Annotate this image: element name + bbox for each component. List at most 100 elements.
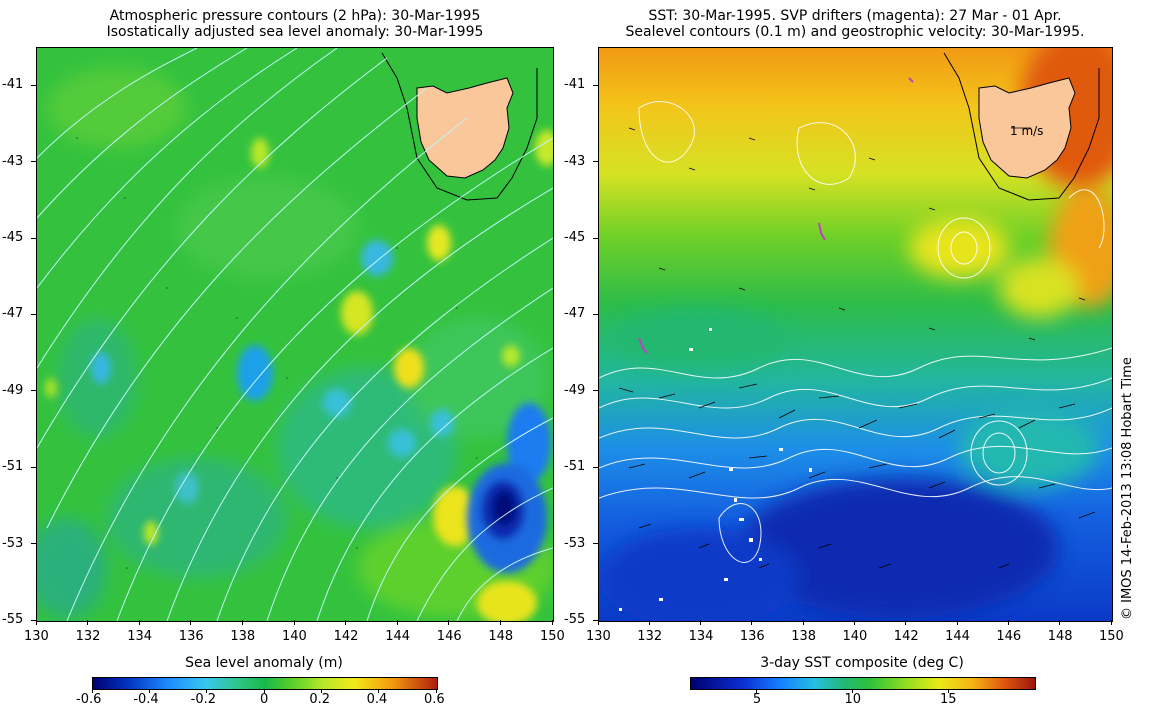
left_panel-colorbar-tick-label: -0.2	[190, 692, 217, 707]
left-lat-tick-mark	[31, 161, 36, 163]
right-lon-tick-mark	[854, 620, 855, 625]
sst-field	[599, 48, 1112, 621]
left-lon-tick-mark	[396, 620, 398, 625]
left-lon-tick-label: 130	[24, 629, 49, 644]
right-lat-tick-mark	[593, 466, 598, 468]
right-lon-tick-mark	[751, 620, 753, 625]
left-colorbar-title: Sea level anomaly (m)	[185, 655, 343, 671]
left-lon-tick-mark	[448, 620, 450, 625]
left_panel-colorbar-tick-mark	[263, 689, 265, 693]
right-title-line2: Sealevel contours (0.1 m) and geostrophi…	[625, 24, 1085, 40]
left-lon-tick-label: 144	[385, 629, 411, 644]
left-lat-tick-label: -41	[2, 77, 24, 93]
left-lat-tick-mark	[31, 466, 36, 468]
right-lat-tick-label: -47	[564, 306, 586, 322]
left_panel-colorbar-tick-label: 0.4	[366, 692, 388, 707]
right-lon-tick-mark	[905, 620, 907, 625]
left-title-line2: Isostatically adjusted sea level anomaly…	[106, 24, 484, 40]
left-lon-tick-label: 148	[488, 629, 514, 644]
left-lon-tick-mark	[345, 620, 347, 625]
left_panel-colorbar-tick-mark	[435, 689, 437, 693]
left-lat-tick-mark	[31, 237, 36, 239]
right-lon-tick-mark	[1110, 620, 1112, 625]
right_panel-colorbar-tick-label: 15	[940, 692, 957, 707]
right-lon-tick-label: 150	[1099, 629, 1124, 644]
right-lon-tick-label: 132	[637, 629, 663, 644]
left-title-line1: Atmospheric pressure contours (2 hPa): 3…	[109, 8, 481, 24]
right-lat-tick-mark	[593, 161, 598, 163]
left-lon-tick-mark	[293, 620, 295, 625]
shelf-contour-sst	[943, 52, 1100, 201]
anomaly-lows	[91, 240, 551, 573]
right_panel-colorbar-tick-label: 5	[752, 692, 762, 707]
left_panel-colorbar-tick-label: -0.6	[76, 692, 102, 707]
left-lat-tick-mark	[31, 619, 36, 621]
left_panel-colorbar-tick-label: 0.2	[309, 692, 331, 707]
right-lon-tick-label: 142	[893, 629, 919, 644]
left-lat-tick-label: -47	[2, 306, 24, 322]
right-lon-tick-mark	[700, 620, 702, 625]
right-lon-tick-label: 136	[739, 629, 765, 644]
cloud-gaps	[619, 328, 812, 611]
left-lon-tick-mark	[551, 620, 553, 625]
right-lat-tick-label: -51	[564, 459, 586, 475]
right-lat-tick-mark	[593, 313, 598, 315]
left_panel-colorbar-tick-mark	[320, 689, 322, 693]
left-lon-tick-mark	[138, 620, 140, 625]
shelf-contour	[381, 52, 538, 201]
right-lon-tick-label: 148	[1047, 629, 1073, 644]
right-lat-tick-mark	[593, 543, 598, 545]
left-lon-tick-label: 132	[75, 629, 101, 644]
left-lon-tick-label: 134	[127, 629, 153, 644]
left-lat-tick-label: -49	[2, 382, 24, 398]
right-lon-tick-mark	[956, 620, 958, 625]
left-lon-tick-label: 136	[178, 629, 204, 644]
right-lon-tick-label: 144	[945, 629, 970, 644]
sealevel-contours	[599, 101, 1112, 563]
left-lon-tick-mark	[499, 620, 501, 625]
sst-map	[598, 47, 1113, 622]
right-lat-tick-label: -43	[564, 153, 586, 169]
left_panel-colorbar-tick-mark	[378, 689, 380, 693]
left-lat-tick-label: -51	[2, 459, 24, 475]
velocity-scale-label: 1 m/s	[1010, 124, 1044, 138]
geostrophic-velocity-vectors	[618, 127, 1096, 569]
left-lon-tick-mark	[241, 620, 243, 625]
left-lon-tick-label: 142	[333, 629, 359, 644]
right_panel-colorbar-tick-mark	[947, 689, 949, 693]
right-lat-tick-label: -49	[564, 382, 586, 398]
right-lon-tick-label: 140	[842, 629, 868, 644]
drifter-dots	[76, 137, 478, 569]
left_panel-colorbar-tick-label: 0	[260, 692, 269, 707]
svp-drifters	[638, 77, 914, 354]
left-lat-tick-mark	[31, 390, 36, 392]
right-lon-tick-mark	[648, 620, 650, 625]
anomaly-highs	[45, 130, 553, 621]
left-lon-tick-label: 146	[436, 629, 462, 644]
right-lat-tick-label: -41	[564, 77, 586, 93]
right_panel-colorbar-tick-mark	[851, 689, 853, 693]
left-lat-tick-mark	[31, 313, 36, 315]
left-lon-tick-mark	[87, 620, 89, 625]
right-lon-tick-label: 130	[586, 629, 611, 644]
left-panel-title: Atmospheric pressure contours (2 hPa): 3…	[36, 8, 554, 40]
pressure-contours	[37, 48, 553, 621]
left-lon-tick-mark	[35, 620, 37, 625]
left_panel-colorbar-tick-mark	[206, 689, 208, 693]
right-colorbar-title: 3-day SST composite (deg C)	[760, 655, 964, 671]
left-lat-tick-label: -43	[2, 153, 24, 169]
right-lat-tick-mark	[593, 237, 598, 239]
tasmania-landmass	[416, 77, 514, 179]
sst-colorbar	[690, 677, 1036, 690]
right-lon-tick-label: 134	[688, 629, 714, 644]
left_panel-colorbar-tick-mark	[91, 689, 93, 693]
left-lon-tick-label: 150	[540, 629, 565, 644]
left-lat-tick-mark	[31, 84, 36, 86]
right-lon-tick-mark	[1059, 620, 1061, 625]
left-lat-tick-label: -53	[2, 535, 24, 551]
left-lat-tick-label: -55	[2, 612, 24, 627]
left_panel-colorbar-tick-label: 0.6	[424, 692, 445, 707]
left_panel-colorbar-tick-label: -0.4	[133, 692, 159, 707]
left-lon-tick-label: 138	[230, 629, 256, 644]
left-lat-tick-mark	[31, 543, 36, 545]
